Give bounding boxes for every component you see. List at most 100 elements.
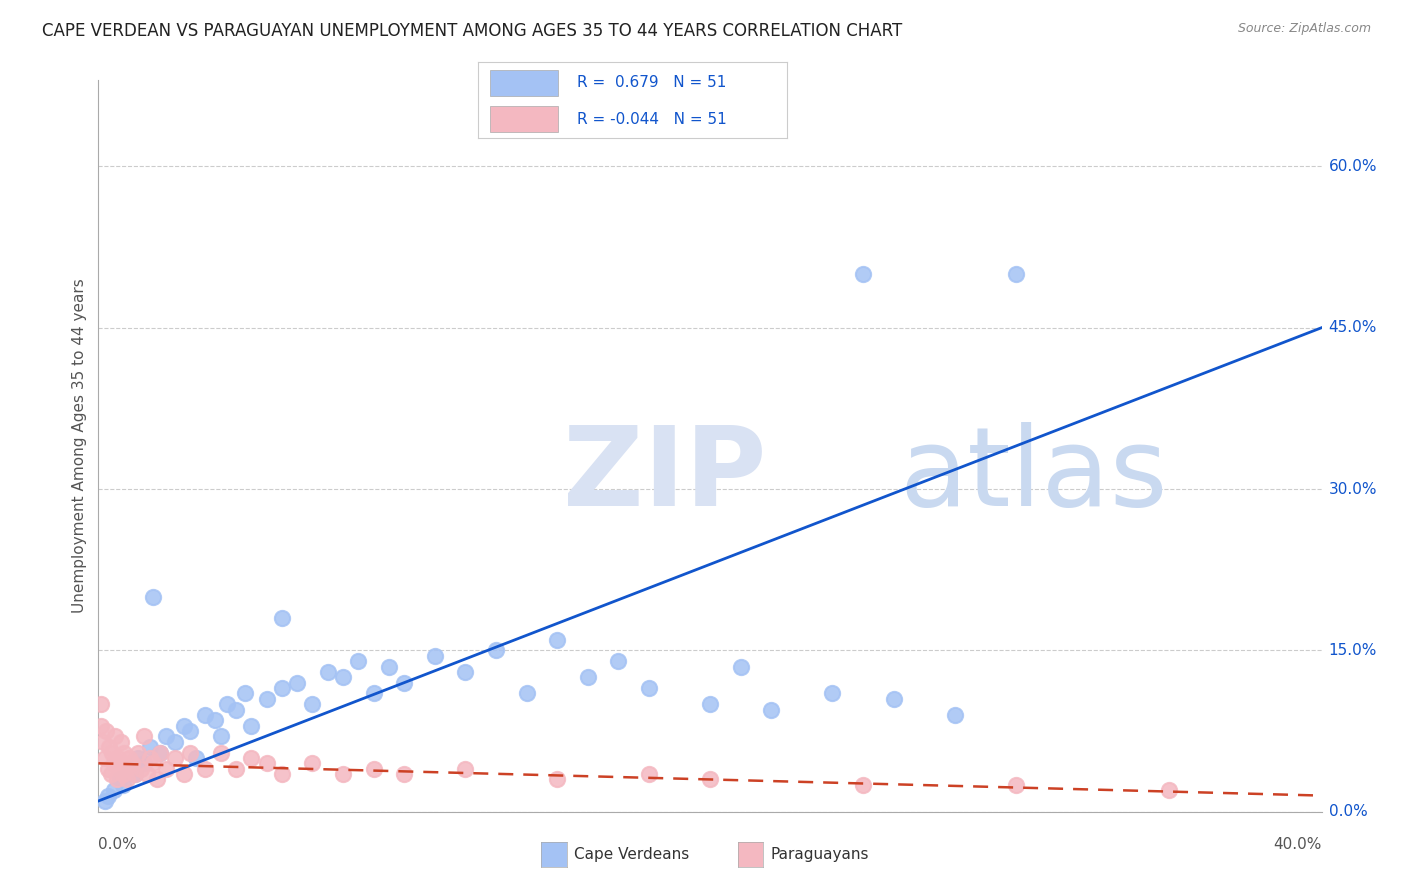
Point [392, 767, 416, 781]
Point [225, 762, 247, 776]
Point [121, 756, 143, 771]
Point [118, 751, 141, 765]
Point [516, 686, 538, 700]
Point [761, 702, 783, 716]
Point [233, 686, 256, 700]
Point [97, 762, 120, 776]
Point [112, 746, 135, 760]
Point [363, 686, 385, 700]
Point [127, 751, 149, 765]
Point [93, 794, 115, 808]
Text: 0.0%: 0.0% [98, 838, 138, 853]
Point [852, 267, 875, 281]
Point [209, 730, 232, 744]
Text: 30.0%: 30.0% [1329, 482, 1376, 497]
Text: CAPE VERDEAN VS PARAGUAYAN UNEMPLOYMENT AMONG AGES 35 TO 44 YEARS CORRELATION CH: CAPE VERDEAN VS PARAGUAYAN UNEMPLOYMENT … [42, 22, 903, 40]
Point [332, 670, 354, 684]
Point [730, 659, 752, 673]
Point [821, 686, 844, 700]
Point [107, 751, 129, 765]
Point [139, 740, 162, 755]
Point [93, 751, 115, 765]
Point [1157, 783, 1180, 797]
Point [215, 697, 238, 711]
Point [111, 767, 134, 781]
Point [104, 730, 127, 744]
Point [256, 691, 278, 706]
Point [124, 767, 146, 781]
Point [129, 762, 152, 776]
Point [546, 772, 568, 787]
Point [124, 767, 146, 781]
Point [546, 632, 568, 647]
Point [454, 762, 477, 776]
Point [173, 719, 195, 733]
Text: Paraguayans: Paraguayans [770, 847, 869, 862]
Point [134, 756, 156, 771]
Point [101, 746, 124, 760]
Point [270, 767, 294, 781]
Point [179, 746, 201, 760]
Point [100, 767, 122, 781]
Point [134, 730, 156, 744]
FancyBboxPatch shape [491, 70, 558, 95]
Text: Cape Verdeans: Cape Verdeans [574, 847, 689, 862]
Point [194, 762, 217, 776]
Point [173, 767, 195, 781]
Point [91, 735, 114, 749]
Point [285, 675, 308, 690]
Point [103, 756, 125, 771]
Point [301, 756, 323, 771]
Point [454, 665, 477, 679]
Point [136, 767, 159, 781]
Point [98, 740, 121, 755]
Point [105, 772, 128, 787]
Point [392, 675, 416, 690]
Text: ZIP: ZIP [564, 422, 766, 529]
Point [117, 772, 139, 787]
Point [943, 707, 966, 722]
Point [423, 648, 446, 663]
Text: atlas: atlas [900, 422, 1168, 529]
Point [270, 611, 294, 625]
Point [103, 783, 125, 797]
Point [118, 762, 141, 776]
Point [637, 681, 661, 695]
Point [378, 659, 401, 673]
Point [108, 762, 131, 776]
Point [163, 751, 186, 765]
Point [194, 707, 217, 722]
Point [111, 778, 134, 792]
Point [637, 767, 661, 781]
Point [149, 746, 172, 760]
Point [149, 746, 172, 760]
Point [94, 724, 117, 739]
Point [225, 702, 247, 716]
Text: R =  0.679   N = 51: R = 0.679 N = 51 [576, 76, 727, 90]
Y-axis label: Unemployment Among Ages 35 to 44 years: Unemployment Among Ages 35 to 44 years [72, 278, 87, 614]
Point [179, 724, 201, 739]
Point [332, 767, 354, 781]
Point [155, 730, 177, 744]
Point [155, 762, 177, 776]
Point [485, 643, 508, 657]
Text: 40.0%: 40.0% [1274, 838, 1322, 853]
Point [316, 665, 339, 679]
Point [699, 697, 721, 711]
Point [127, 746, 149, 760]
Point [1004, 267, 1026, 281]
Point [163, 735, 186, 749]
Point [347, 654, 370, 668]
FancyBboxPatch shape [491, 106, 558, 132]
Point [90, 719, 112, 733]
Text: Source: ZipAtlas.com: Source: ZipAtlas.com [1237, 22, 1371, 36]
Text: 0.0%: 0.0% [1329, 805, 1368, 819]
Point [209, 746, 232, 760]
Point [1004, 778, 1026, 792]
Point [699, 772, 721, 787]
Point [115, 762, 138, 776]
Point [301, 697, 323, 711]
Point [363, 762, 385, 776]
Point [240, 719, 263, 733]
Text: 15.0%: 15.0% [1329, 643, 1376, 658]
